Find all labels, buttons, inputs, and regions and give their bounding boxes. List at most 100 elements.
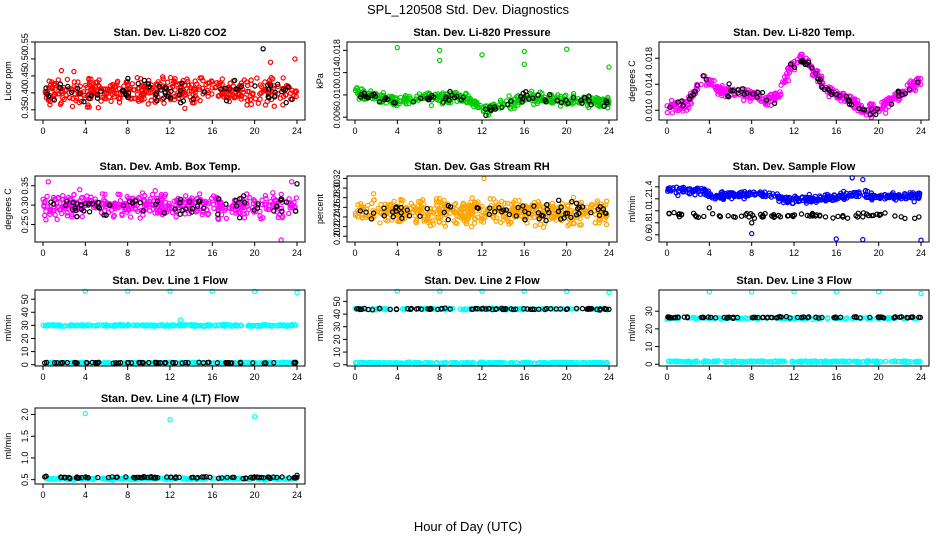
panel-5-point <box>412 212 418 219</box>
panel-7-point <box>222 322 228 328</box>
panel-1-point <box>283 92 289 98</box>
panel-7-point <box>83 359 90 366</box>
panel-4-point <box>223 201 229 207</box>
panel-5-x-tick-label: 8 <box>437 248 442 258</box>
panel-8-point <box>395 360 402 366</box>
panel-5-point <box>417 213 423 219</box>
panel-4-point <box>71 191 77 198</box>
panel-5-point <box>576 210 582 217</box>
panel-8-point <box>369 307 376 313</box>
panel-4-point <box>280 213 286 219</box>
panel-4-point <box>254 205 261 211</box>
panel-4-point <box>96 205 103 211</box>
panel-8-point <box>447 306 453 312</box>
panel-1-point <box>125 90 132 96</box>
panel-5-point <box>558 216 564 222</box>
panel-1-point <box>231 77 238 84</box>
panel-7-point <box>49 359 55 366</box>
panel-1-point <box>180 98 187 104</box>
panel-5-point <box>493 218 499 224</box>
panel-7-series-1 <box>40 288 300 330</box>
panel-5-point <box>487 205 493 211</box>
panel-3-point <box>788 61 794 67</box>
panel-6-point <box>844 215 851 221</box>
panel-6-title: Stan. Dev. Sample Flow <box>733 161 856 173</box>
panel-5-point <box>390 214 396 220</box>
panel-4-point <box>206 199 212 205</box>
panel-5-point <box>494 215 500 221</box>
panel-1-point <box>154 97 160 104</box>
panel-8-point <box>462 360 468 366</box>
panel-3-point <box>674 105 680 111</box>
panel-5-y-tick-label: 0.22 <box>332 218 342 236</box>
panel-5-point <box>540 213 546 219</box>
panel-5-point <box>522 216 528 223</box>
panel-1-point <box>111 89 117 96</box>
panel-6-point <box>860 176 866 183</box>
panel-4-point <box>183 206 189 212</box>
panel-9-point <box>687 359 693 365</box>
panel-7-point <box>177 317 184 323</box>
panel-4-point <box>172 206 178 212</box>
panel-3-x-tick-label: 20 <box>874 126 884 136</box>
panel-6-point <box>666 210 672 217</box>
panel-5-point <box>588 209 594 216</box>
panel-1-point <box>196 84 202 90</box>
panel-2-point <box>483 112 489 119</box>
panel-6-point <box>771 193 778 199</box>
panel-4-point <box>274 203 280 209</box>
panel-1-point <box>205 93 211 99</box>
panel-3-point <box>688 93 694 99</box>
panel-3-point <box>879 99 885 106</box>
panel-8-point <box>536 306 542 312</box>
panel-6-point <box>902 191 908 197</box>
panel-7-point <box>155 360 161 366</box>
panel-6-point <box>675 192 681 199</box>
panel-9-point <box>876 314 882 321</box>
panel-1-point <box>252 83 258 89</box>
panel-7-point <box>179 360 185 366</box>
panel-3-point <box>803 55 809 61</box>
panel-5-point <box>536 216 542 222</box>
panel-6-point <box>717 213 724 220</box>
panel-2-point <box>515 102 521 108</box>
panel-4-point <box>81 208 87 214</box>
panel-7-point <box>125 359 132 366</box>
panel-7-point <box>151 322 157 328</box>
panel-5-point <box>445 202 451 209</box>
panel-7-point <box>211 322 218 329</box>
panel-5-point <box>459 203 466 210</box>
panel-3-point <box>664 109 671 116</box>
panel-6-point <box>868 192 875 198</box>
panel-6-point <box>731 191 737 198</box>
panel-5-point <box>491 196 497 202</box>
panel-5-point <box>569 198 575 205</box>
panel-2-point <box>437 47 443 54</box>
panel-9-point <box>812 358 819 365</box>
panel-9-point <box>665 314 672 321</box>
panel-5-point <box>436 199 442 205</box>
panel-5-point <box>398 196 404 203</box>
panel-7-point <box>219 322 225 328</box>
panel-3-point <box>744 90 750 96</box>
panel-1-point <box>254 75 260 81</box>
panel-3-point <box>769 97 775 104</box>
panel-9-point <box>668 315 674 321</box>
panel-6-y-axis-label: ml/min <box>627 196 637 223</box>
panel-4-point <box>153 201 159 208</box>
panel-7-point <box>292 359 299 366</box>
panel-8-point <box>563 306 570 313</box>
panel-6-point <box>898 214 904 220</box>
panel-4-point <box>62 202 69 208</box>
panel-1-point <box>63 92 69 98</box>
panel-7-point <box>124 288 131 294</box>
panel-5-point <box>556 197 562 203</box>
panel-4-point <box>215 211 221 218</box>
panel-2-point <box>357 94 364 100</box>
panel-4-point <box>50 194 57 201</box>
panel-9-point <box>721 314 727 321</box>
panel-9-point <box>895 358 901 365</box>
